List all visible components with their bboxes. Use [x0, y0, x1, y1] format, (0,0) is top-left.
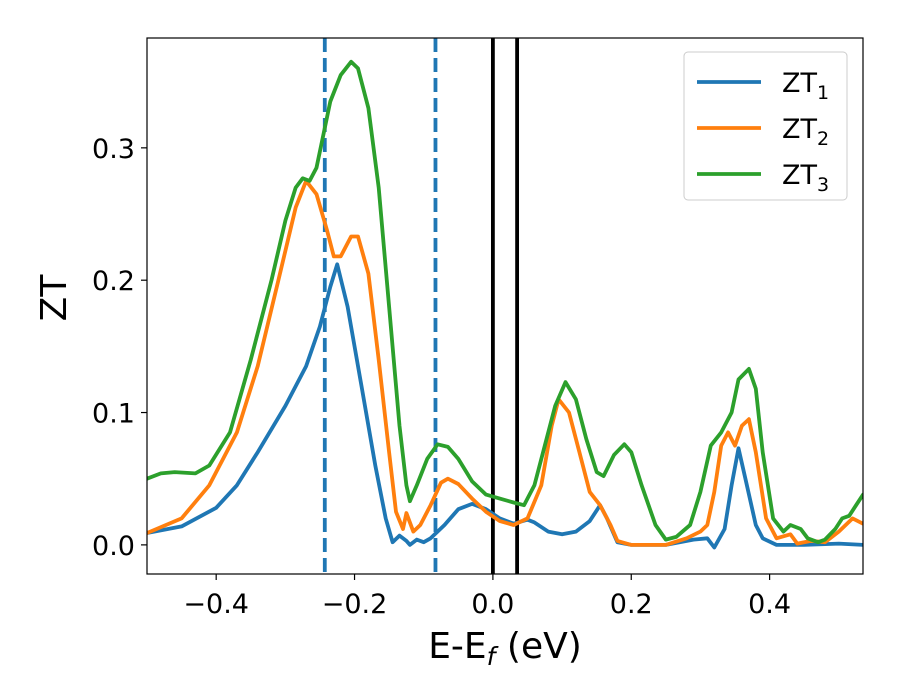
legend-label-subscript: 1	[817, 82, 829, 104]
x-axis-ticks: −0.4 −0.2 0.0 0.2 0.4	[183, 574, 791, 620]
x-axis-label-unit: (eV)	[495, 626, 581, 667]
legend-label-zt2: ZT2	[782, 114, 829, 150]
legend-label-subscript: 2	[817, 128, 829, 150]
plot-frame	[146, 37, 864, 575]
legend-label-text: ZT	[782, 114, 817, 145]
x-tick-label: 0.2	[610, 589, 653, 620]
x-tick-label: −0.2	[322, 589, 388, 620]
legend-label-text: ZT	[782, 68, 817, 99]
series-line-zt3	[147, 59, 863, 545]
series-line-zt1	[147, 262, 863, 550]
series-lines	[147, 59, 863, 550]
legend-box	[683, 51, 848, 201]
y-tick-label: 0.1	[92, 399, 135, 430]
legend-label-zt1: ZT1	[782, 68, 829, 104]
x-axis-label: E-Ef (eV)	[428, 626, 582, 671]
y-axis-ticks: 0.0 0.1 0.2 0.3	[92, 134, 147, 562]
legend-label-subscript: 3	[817, 174, 829, 196]
x-tick-label: 0.0	[471, 589, 514, 620]
series-line-zt2	[147, 179, 863, 547]
y-tick-label: 0.0	[92, 531, 135, 562]
x-axis-label-main: E-E	[428, 626, 486, 667]
y-tick-label: 0.3	[92, 134, 135, 165]
x-tick-label: 0.4	[748, 589, 791, 620]
legend-label-zt3: ZT3	[782, 160, 829, 196]
legend-label-text: ZT	[782, 160, 817, 191]
y-axis-label: ZT	[34, 274, 75, 322]
y-tick-label: 0.2	[92, 266, 135, 297]
x-tick-label: −0.4	[183, 589, 249, 620]
